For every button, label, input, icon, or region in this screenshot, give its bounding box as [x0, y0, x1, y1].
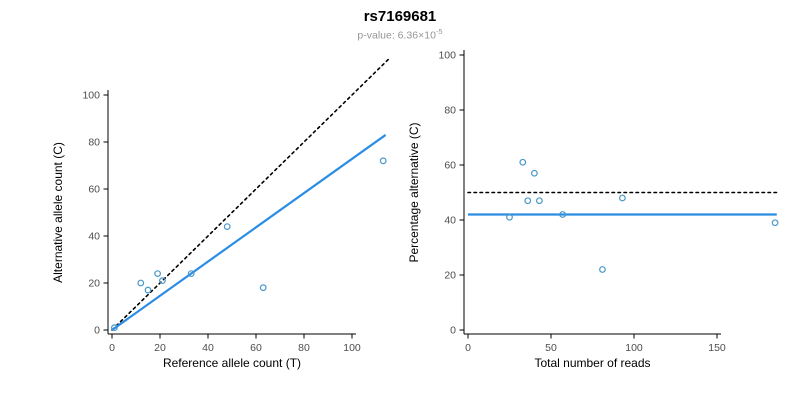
data-point	[259, 284, 267, 292]
x-tick-label: 50	[545, 342, 557, 354]
data-point	[110, 324, 118, 332]
allele-count-scatter: 0 20 40 60 80 100 0 20 40 60 80 100 Reference allele…	[51, 57, 391, 370]
data-point	[531, 169, 538, 177]
y-tick-label: 40	[88, 231, 100, 243]
x-tick-label: 40	[202, 342, 214, 354]
data-point	[223, 223, 231, 231]
y-tick-label: 40	[444, 215, 456, 227]
data-point	[187, 270, 195, 278]
x-tick-label: 100	[625, 342, 643, 354]
p-value-label: p-value:	[357, 29, 398, 42]
x-tick-label: 80	[298, 342, 310, 354]
p-value-mantissa: 6.36×10	[397, 29, 436, 42]
y-tick-label: 100	[438, 50, 456, 62]
y-tick-label: 60	[88, 184, 100, 196]
data-point	[158, 277, 166, 285]
data-point	[144, 286, 152, 294]
y-axis-title: Percentage alternative (C)	[407, 122, 421, 262]
x-tick-label: 150	[708, 342, 726, 354]
data-point	[137, 279, 145, 287]
data-point	[524, 197, 532, 205]
y-tick-label: 0	[450, 325, 456, 337]
y-tick-label: 80	[88, 137, 100, 149]
data-point	[379, 157, 387, 165]
x-tick-label: 0	[465, 342, 471, 354]
y-tick-label: 0	[94, 325, 100, 337]
data-point	[771, 219, 779, 227]
data-point	[154, 270, 162, 278]
p-value-exponent: -5	[435, 27, 443, 36]
data-point	[506, 213, 513, 221]
percentage-vs-reads-scatter: 0 50 100 150 0 20 40 60 80 100 Total number of rea…	[407, 50, 779, 370]
x-tick-label: 60	[250, 342, 262, 354]
y-tick-label: 20	[444, 270, 456, 282]
y-axis-title: Alternative allele count (C)	[51, 142, 65, 283]
figure-title: rs7169681	[363, 8, 437, 25]
identity-line	[111, 57, 391, 331]
y-tick-label: 80	[444, 105, 456, 117]
x-axis-title: Reference allele count (T)	[163, 356, 301, 370]
y-tick-label: 100	[82, 90, 100, 102]
data-point	[559, 211, 567, 218]
data-point	[599, 266, 606, 273]
y-tick-label: 20	[88, 278, 100, 290]
x-tick-label: 20	[154, 342, 166, 354]
fit-line	[111, 134, 387, 331]
x-axis-title: Total number of reads	[534, 356, 650, 370]
y-tick-label: 60	[444, 160, 456, 172]
data-point	[519, 158, 527, 166]
figure-subtitle: p-value: 6.36×10-5	[0, 27, 800, 42]
data-point	[618, 194, 626, 202]
data-point	[535, 197, 543, 205]
x-tick-label: 0	[109, 342, 115, 354]
x-tick-label: 100	[343, 342, 361, 354]
